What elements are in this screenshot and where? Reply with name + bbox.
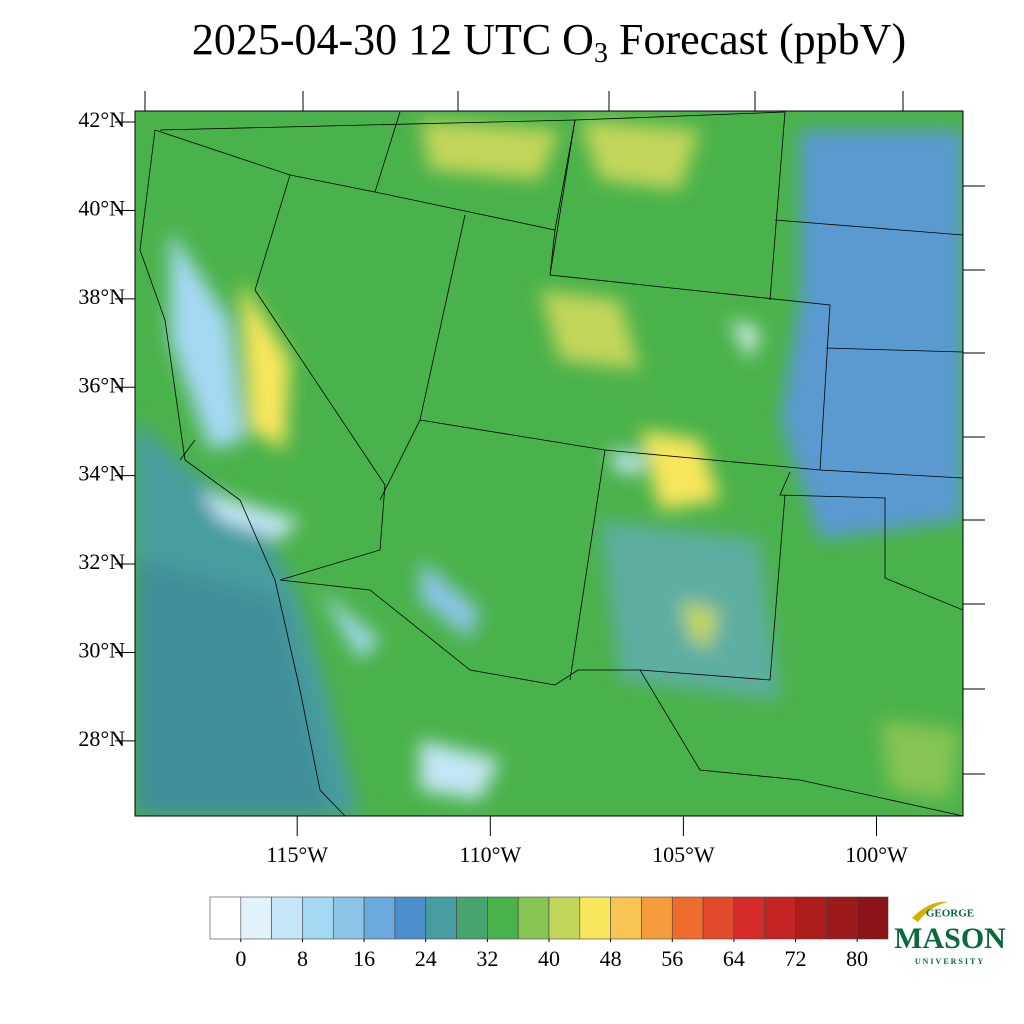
y-tick-label: 36°N: [78, 372, 125, 397]
colorbar-box: [579, 896, 611, 940]
colorbar-tick-label: 80: [846, 946, 868, 971]
ozone-field: [135, 111, 963, 816]
y-tick-label: 42°N: [78, 107, 125, 132]
x-tick-label: 105°W: [652, 842, 715, 867]
y-tick-label: 34°N: [78, 461, 125, 486]
colorbar-box: [456, 896, 488, 940]
colorbar-box: [733, 896, 766, 940]
x-tick-label: 115°W: [266, 842, 328, 867]
x-tick-label: 110°W: [459, 842, 521, 867]
title: 2025-04-30 12 UTC O3 Forecast (ppbV): [192, 15, 906, 69]
colorbar-box: [363, 896, 396, 940]
colorbar-box: [240, 896, 272, 940]
colorbar-tick-label: 56: [661, 946, 683, 971]
colorbar-box: [302, 896, 334, 940]
colorbar-box: [856, 896, 889, 940]
colorbar-tick-label: 0: [235, 946, 246, 971]
colorbar-tick-label: 40: [538, 946, 560, 971]
colorbar-tick-label: 32: [476, 946, 498, 971]
x-tick-label: 100°W: [845, 842, 908, 867]
colorbar-tick-label: 64: [723, 946, 745, 971]
colorbar-tick-label: 48: [600, 946, 622, 971]
logo: GEORGE MASON UNIVERSITY: [894, 901, 1006, 966]
colorbar-box: [332, 896, 365, 940]
colorbar-box: [517, 896, 550, 940]
colorbar-box: [826, 896, 858, 940]
logo-main: MASON: [894, 922, 1006, 955]
colorbar-box: [641, 896, 673, 940]
colorbar-box: [394, 896, 427, 940]
y-tick-label: 32°N: [78, 549, 125, 574]
colorbar-box: [702, 896, 735, 940]
colorbar-box: [271, 896, 303, 940]
colorbar-box: [209, 896, 242, 940]
colorbar-box: [764, 896, 796, 940]
colorbar-box: [795, 896, 827, 940]
y-tick-label: 40°N: [78, 195, 125, 220]
colorbar-tick-label: 72: [785, 946, 807, 971]
colorbar-box: [487, 896, 519, 940]
colorbar-box: [425, 896, 457, 940]
y-tick-label: 28°N: [78, 726, 125, 751]
colorbar-box: [548, 896, 581, 940]
colorbar-tick-label: 24: [415, 946, 437, 971]
logo-top: GEORGE: [926, 908, 974, 920]
frame-ticks: [144, 91, 985, 775]
colorbar-box: [671, 896, 704, 940]
logo-bottom: UNIVERSITY: [915, 957, 985, 966]
y-tick-label: 38°N: [78, 284, 125, 309]
boundaries: [139, 111, 963, 816]
y-tick-label: 30°N: [78, 638, 125, 663]
colorbar-tick-label: 16: [353, 946, 375, 971]
colorbar-box: [610, 896, 642, 940]
colorbar-tick-label: 8: [297, 946, 308, 971]
map-frame: [134, 110, 964, 817]
